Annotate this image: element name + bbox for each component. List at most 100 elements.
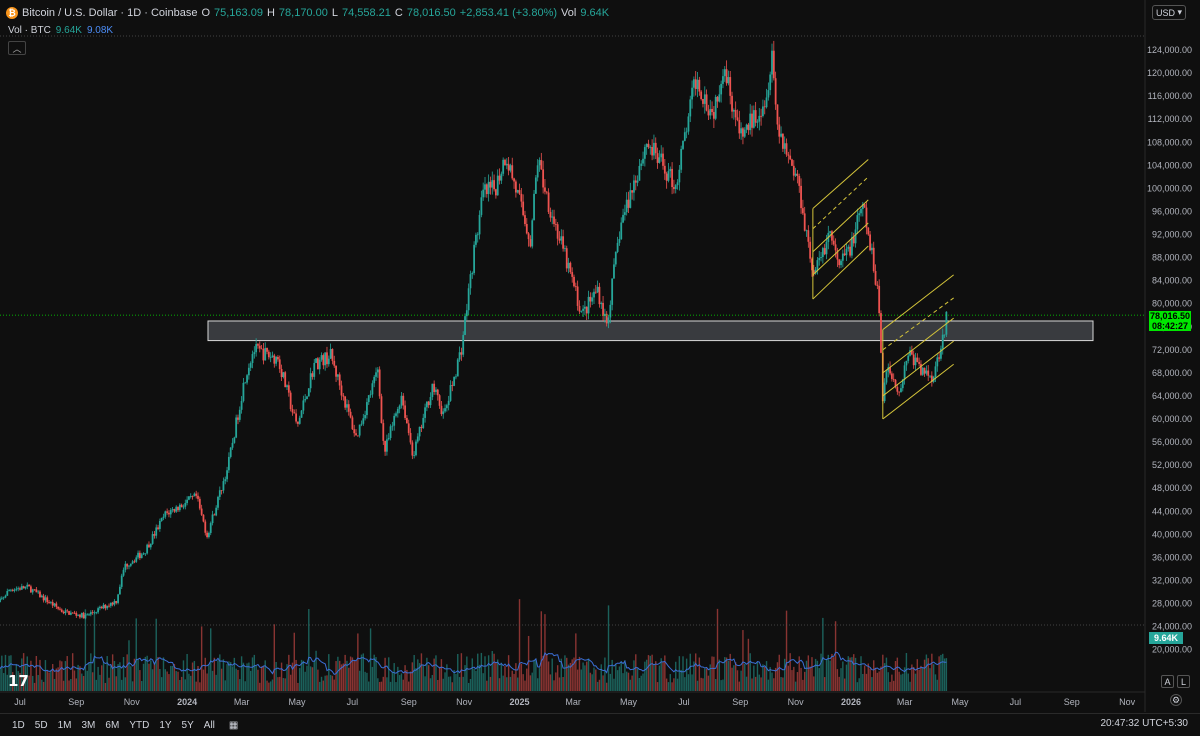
- candle-body: [242, 382, 245, 402]
- range-1y[interactable]: 1Y: [159, 719, 172, 731]
- channel-line[interactable]: [812, 176, 869, 230]
- volume-bar: [440, 659, 443, 691]
- volume-bar: [515, 663, 517, 691]
- channel-line[interactable]: [882, 317, 954, 374]
- volume-bar: [427, 665, 430, 691]
- volume-bar: [304, 671, 306, 691]
- volume-legend[interactable]: Vol · BTC 9.64K 9.08K: [8, 25, 113, 36]
- volume-legend-label: Vol · BTC: [8, 25, 51, 36]
- x-tick-label: Jul: [678, 697, 690, 707]
- candle-body: [576, 286, 579, 306]
- range-ytd[interactable]: YTD: [129, 719, 150, 731]
- volume-bar: [210, 628, 212, 691]
- symbol-title[interactable]: Bitcoin / U.S. Dollar · 1D · Coinbase: [22, 7, 198, 19]
- candle-body: [104, 604, 107, 609]
- candle-body: [188, 496, 190, 500]
- channel-line[interactable]: [812, 159, 869, 209]
- x-tick-label: Mar: [897, 697, 913, 707]
- candle-body: [282, 372, 285, 378]
- channel-line[interactable]: [882, 297, 954, 351]
- candle-body: [251, 354, 254, 364]
- tradingview-logo-icon[interactable]: 17: [8, 672, 29, 690]
- candle-body: [44, 597, 47, 601]
- candle-body: [502, 159, 505, 174]
- candle-body: [64, 610, 67, 614]
- volume-bar: [417, 659, 419, 691]
- channel-line[interactable]: [882, 363, 954, 420]
- channel-line[interactable]: [812, 222, 869, 276]
- range-6m[interactable]: 6M: [105, 719, 120, 731]
- volume-bar: [86, 670, 88, 691]
- volume-bar: [32, 675, 34, 691]
- candle-body: [625, 199, 628, 213]
- support-zone[interactable]: [207, 320, 1094, 342]
- candle-body: [836, 250, 839, 260]
- candle-body: [391, 425, 394, 427]
- candle-body: [376, 369, 379, 373]
- volume-bar: [858, 678, 860, 691]
- volume-bar: [179, 680, 181, 691]
- range-5d[interactable]: 5D: [34, 719, 48, 731]
- volume-bar: [749, 653, 751, 691]
- channel-line[interactable]: [882, 340, 954, 397]
- candle-body: [435, 389, 437, 392]
- volume-bar: [555, 672, 557, 691]
- y-tick-label: 56,000.00: [1152, 437, 1192, 447]
- candle-body: [133, 561, 136, 563]
- candle-body: [122, 569, 125, 576]
- candle-body: [55, 603, 58, 607]
- volume-bar: [366, 672, 368, 691]
- candle-body: [642, 158, 644, 164]
- calendar-icon[interactable]: ▦: [228, 719, 239, 731]
- currency-select[interactable]: USD ▾: [1152, 5, 1186, 20]
- timezone-clock[interactable]: 20:47:32 UTC+5:30: [1100, 718, 1188, 729]
- high-label: H: [266, 7, 275, 19]
- volume-bar: [618, 666, 621, 691]
- channel-line[interactable]: [812, 245, 869, 300]
- range-1d[interactable]: 1D: [12, 719, 25, 731]
- volume-bar: [823, 677, 826, 691]
- volume-bar: [591, 674, 593, 691]
- candle-body: [162, 516, 165, 518]
- volume-bar: [349, 656, 352, 691]
- volume-bar: [46, 671, 48, 691]
- volume-bar: [68, 680, 70, 691]
- volume-bar: [547, 661, 550, 691]
- candle-body: [111, 602, 114, 605]
- volume-bar: [638, 677, 641, 691]
- candle-body: [685, 131, 688, 133]
- symbol-legend[interactable]: ₿ Bitcoin / U.S. Dollar · 1D · Coinbase …: [6, 7, 609, 19]
- settings-icon[interactable]: ⚙: [1170, 694, 1182, 706]
- channel-line[interactable]: [812, 199, 869, 253]
- volume-bar: [160, 677, 163, 691]
- volume-bar: [95, 679, 97, 691]
- range-3m[interactable]: 3M: [81, 719, 96, 731]
- volume-bar: [251, 657, 254, 691]
- volume-bar: [725, 657, 728, 691]
- y-tick-label: 96,000.00: [1152, 206, 1192, 216]
- collapse-legend-button[interactable]: ︿: [8, 41, 26, 55]
- candle-body: [558, 238, 561, 241]
- volume-bar: [351, 657, 354, 691]
- candle-body: [785, 143, 788, 155]
- volume-bar: [891, 674, 893, 691]
- candle-body: [69, 612, 72, 615]
- range-all[interactable]: All: [203, 719, 215, 731]
- candle-body: [24, 586, 27, 589]
- candle-body: [387, 437, 390, 440]
- candle-body: [536, 165, 539, 178]
- range-5y[interactable]: 5Y: [181, 719, 194, 731]
- candle-body: [587, 296, 590, 314]
- candle-body: [923, 367, 926, 374]
- candle-body: [703, 94, 706, 104]
- log-scale-button[interactable]: L: [1177, 675, 1190, 688]
- channel-line[interactable]: [882, 274, 954, 331]
- candle-body: [229, 447, 232, 457]
- range-1m[interactable]: 1M: [57, 719, 72, 731]
- volume-bar: [408, 681, 410, 691]
- candle-body: [404, 405, 406, 418]
- auto-scale-button[interactable]: A: [1161, 675, 1174, 688]
- volume-bar: [653, 664, 655, 691]
- volume-bar: [546, 654, 548, 691]
